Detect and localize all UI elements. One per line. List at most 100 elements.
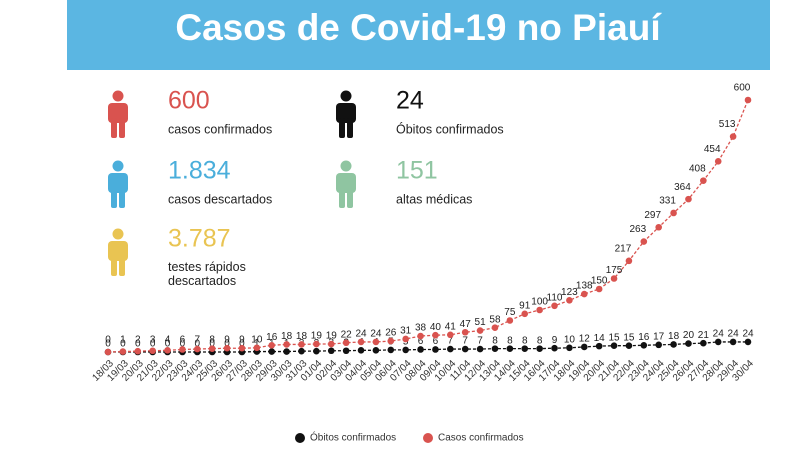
- data-point: [640, 238, 648, 245]
- data-label: 150: [591, 276, 608, 287]
- data-point: [476, 327, 484, 334]
- data-point: [387, 337, 395, 345]
- data-point: [566, 297, 573, 304]
- title: Casos de Covid-19 no Piauí: [175, 7, 662, 48]
- data-label: 110: [547, 292, 563, 303]
- data-point: [313, 340, 320, 348]
- data-point: [223, 344, 231, 352]
- data-point: [595, 342, 603, 350]
- data-label: 24: [728, 329, 740, 340]
- data-label: 0: [180, 339, 186, 350]
- data-label: 8: [209, 335, 215, 346]
- icon-leg: [119, 118, 125, 138]
- data-label: 364: [674, 182, 691, 193]
- icon-head: [112, 228, 124, 240]
- stat-label: Óbitos confirmados: [396, 121, 504, 136]
- data-point: [655, 223, 662, 231]
- data-label: 513: [719, 119, 736, 130]
- data-point: [744, 338, 752, 346]
- data-point: [253, 344, 261, 352]
- person-icon: [108, 160, 128, 208]
- data-label: 26: [385, 328, 397, 339]
- data-label: 47: [460, 319, 472, 330]
- data-label: 600: [734, 83, 751, 94]
- stat-value: 1.834: [168, 157, 231, 185]
- data-label: 1: [254, 338, 260, 349]
- legend-label: Óbitos confirmados: [310, 431, 396, 444]
- data-label: 91: [519, 300, 531, 311]
- stat-label-line: testes rápidos: [168, 260, 246, 274]
- data-point: [595, 285, 603, 293]
- data-point: [670, 209, 677, 217]
- data-point: [491, 324, 499, 331]
- stat-label: casos descartados: [168, 192, 272, 206]
- data-point: [729, 338, 737, 346]
- data-point: [461, 328, 469, 336]
- data-point: [610, 275, 618, 282]
- stat-value: 151: [396, 157, 438, 185]
- data-label: 15: [608, 332, 620, 343]
- data-point: [327, 340, 335, 348]
- data-point: [327, 347, 335, 355]
- data-point: [432, 331, 439, 339]
- data-label: 263: [629, 224, 646, 235]
- data-label: 20: [683, 330, 695, 341]
- stat-label-line: descartados: [168, 274, 236, 288]
- data-point: [268, 348, 276, 355]
- data-point: [625, 342, 633, 350]
- data-label: 0: [165, 339, 171, 350]
- data-label: 0: [105, 335, 111, 346]
- stat-label: testes rápidos descartados: [168, 260, 246, 288]
- data-point: [655, 341, 662, 349]
- data-point: [357, 347, 365, 354]
- data-point: [536, 306, 543, 314]
- icon-leg: [339, 188, 345, 208]
- data-point: [685, 195, 692, 203]
- data-label: 75: [504, 307, 516, 318]
- data-label: 4: [165, 335, 171, 346]
- data-point: [714, 158, 722, 165]
- stat-value: 3.787: [168, 225, 231, 253]
- data-label: 297: [644, 210, 661, 221]
- data-label: 3: [150, 335, 156, 346]
- data-label: 8: [492, 335, 498, 346]
- data-label: 38: [415, 323, 427, 334]
- data-point: [179, 346, 186, 353]
- data-label: 454: [704, 144, 721, 155]
- data-point: [283, 341, 290, 348]
- icon-head: [340, 90, 352, 102]
- data-label: 217: [615, 244, 632, 255]
- data-label: 0: [239, 339, 245, 350]
- data-point: [342, 347, 350, 355]
- data-label: 1: [120, 335, 126, 346]
- data-label: 7: [448, 336, 454, 347]
- data-label: 2: [135, 335, 141, 346]
- data-label: 10: [564, 334, 576, 345]
- data-point: [461, 345, 469, 353]
- data-label: 19: [326, 331, 338, 342]
- data-label: 0: [209, 339, 215, 350]
- data-point: [104, 348, 112, 356]
- data-label: 24: [742, 329, 754, 340]
- data-point: [551, 302, 558, 310]
- data-point: [521, 345, 529, 352]
- data-point: [268, 341, 276, 349]
- data-label: 21: [698, 330, 710, 341]
- data-point: [714, 338, 722, 346]
- data-point: [640, 341, 648, 349]
- data-label: 6: [433, 336, 439, 347]
- data-point: [685, 340, 692, 347]
- data-label: 408: [689, 163, 706, 174]
- data-point: [432, 346, 439, 353]
- data-label: 18: [668, 331, 680, 342]
- data-point: [357, 338, 365, 346]
- data-point: [387, 346, 395, 354]
- stat-label: casos confirmados: [168, 122, 272, 136]
- data-label: 175: [606, 265, 623, 276]
- icon-head: [340, 160, 352, 172]
- data-label: 31: [400, 326, 412, 337]
- data-label: 18: [296, 331, 308, 342]
- data-point: [506, 317, 514, 324]
- data-point: [238, 344, 246, 352]
